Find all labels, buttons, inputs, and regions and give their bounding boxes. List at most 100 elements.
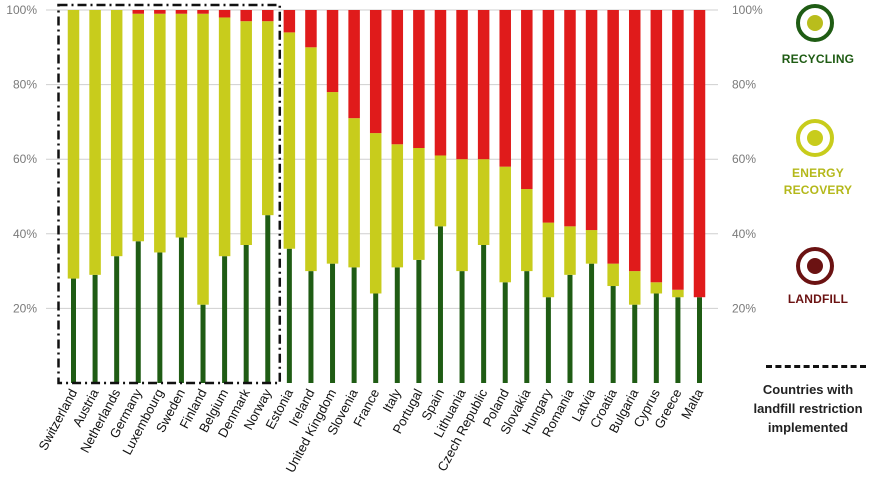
- bar-landfill: [305, 10, 317, 48]
- landfill-icon: [796, 247, 834, 285]
- energy-recovery-icon: [796, 119, 834, 157]
- bar-energy-recovery: [607, 263, 619, 287]
- bar-recycling: [178, 237, 184, 383]
- bar-recycling: [481, 244, 487, 383]
- bar-energy-recovery: [499, 166, 511, 283]
- bar-energy-recovery: [434, 155, 447, 227]
- bar-recycling: [589, 263, 595, 383]
- bar-landfill: [175, 10, 188, 14]
- bar-landfill: [413, 10, 425, 149]
- y-tick-label-left: 80%: [13, 78, 37, 92]
- bar-energy-recovery: [197, 13, 209, 305]
- bar-landfill: [391, 10, 404, 145]
- x-tick-label: Malta: [678, 386, 707, 422]
- bar-landfill: [672, 10, 684, 290]
- bar-landfill: [607, 10, 619, 264]
- bar-landfill: [499, 10, 511, 167]
- legend-recycling-label: RECYCLING: [781, 52, 855, 66]
- bar-landfill: [521, 10, 533, 190]
- bar-recycling: [265, 215, 271, 383]
- bar-recycling: [351, 267, 357, 383]
- bar-landfill: [132, 10, 145, 14]
- bar-recycling: [502, 282, 508, 383]
- bar-energy-recovery: [283, 32, 296, 249]
- bar-energy-recovery: [175, 13, 188, 238]
- bar-energy-recovery: [89, 10, 101, 275]
- restriction-note: Countries with landfill restriction impl…: [753, 382, 863, 435]
- bar-energy-recovery: [305, 47, 317, 272]
- y-tick-label-left: 20%: [13, 301, 37, 315]
- bar-energy-recovery: [326, 92, 339, 264]
- bar-landfill: [326, 10, 339, 93]
- bar-recycling: [135, 241, 141, 383]
- bar-landfill: [650, 10, 663, 283]
- bar-recycling: [545, 297, 551, 383]
- bar-energy-recovery: [67, 10, 80, 279]
- bar-recycling: [222, 256, 228, 383]
- y-tick-label-right: 40%: [732, 227, 756, 241]
- bar-landfill: [283, 10, 296, 33]
- bar-energy-recovery: [348, 118, 360, 268]
- bar-recycling: [71, 278, 76, 383]
- bar-energy-recovery: [369, 133, 382, 294]
- bar-recycling: [157, 252, 163, 383]
- bar-recycling: [610, 286, 616, 383]
- bar-energy-recovery: [110, 10, 123, 257]
- bar-recycling: [416, 259, 422, 383]
- y-tick-label-left: 40%: [13, 227, 37, 241]
- legend-energy-recovery-label: ENERGY RECOVERY: [783, 166, 853, 197]
- bar-recycling: [459, 271, 465, 383]
- legend-dashed-line-sample: [766, 365, 866, 368]
- bar-recycling: [524, 271, 530, 383]
- bar-landfill: [434, 10, 447, 156]
- bar-landfill: [628, 10, 641, 272]
- bar-energy-recovery: [391, 144, 404, 268]
- bar-energy-recovery: [585, 230, 598, 264]
- bar-energy-recovery: [521, 189, 533, 272]
- bar-landfill: [456, 10, 468, 160]
- bar-energy-recovery: [477, 159, 490, 245]
- bar-landfill: [477, 10, 490, 160]
- y-tick-label-right: 100%: [732, 3, 763, 17]
- bar-energy-recovery: [240, 21, 252, 245]
- bar-energy-recovery: [542, 222, 555, 298]
- bar-energy-recovery: [628, 271, 641, 305]
- bar-recycling: [286, 248, 292, 383]
- bar-recycling: [653, 293, 659, 383]
- bar-landfill: [262, 10, 274, 22]
- y-tick-label-right: 60%: [732, 152, 756, 166]
- bar-landfill: [693, 10, 706, 298]
- bar-landfill: [585, 10, 598, 231]
- bar-landfill: [154, 10, 166, 14]
- bar-energy-recovery: [672, 289, 684, 298]
- bar-energy-recovery: [154, 13, 166, 253]
- bar-recycling: [394, 267, 400, 383]
- bar-landfill: [218, 10, 231, 18]
- bar-recycling: [243, 244, 249, 383]
- bar-energy-recovery: [413, 148, 425, 260]
- bar-energy-recovery: [132, 13, 145, 242]
- bar-energy-recovery: [262, 21, 274, 216]
- bar-recycling: [675, 297, 681, 383]
- bar-recycling: [697, 297, 702, 383]
- bar-landfill: [542, 10, 555, 223]
- bar-recycling: [92, 274, 98, 383]
- bar-recycling: [567, 274, 573, 383]
- bar-recycling: [437, 226, 443, 383]
- legend-landfill-label: LANDFILL: [787, 292, 849, 306]
- bar-landfill: [369, 10, 382, 134]
- bar-energy-recovery: [650, 282, 663, 294]
- y-tick-label-right: 80%: [732, 78, 756, 92]
- bar-recycling: [632, 304, 638, 383]
- bar-recycling: [200, 304, 206, 383]
- bar-recycling: [114, 256, 120, 383]
- bar-energy-recovery: [218, 17, 231, 257]
- y-tick-label-left: 100%: [6, 3, 37, 17]
- bar-recycling: [330, 263, 336, 383]
- bar-energy-recovery: [456, 159, 468, 272]
- bar-recycling: [308, 271, 314, 383]
- recycling-icon: [796, 4, 834, 42]
- bar-recycling: [373, 293, 379, 383]
- y-tick-label-right: 20%: [732, 301, 756, 315]
